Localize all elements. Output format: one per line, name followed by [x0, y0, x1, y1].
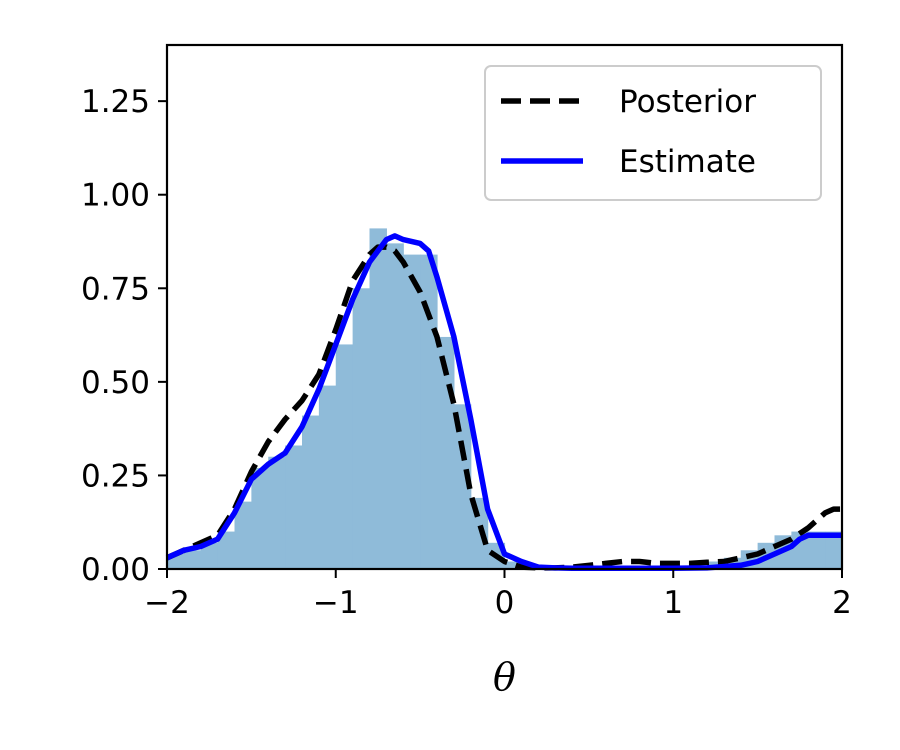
- legend-label-posterior: Posterior: [619, 84, 756, 120]
- histogram: [167, 228, 843, 569]
- histogram-bar: [403, 254, 421, 569]
- histogram-bar: [335, 344, 354, 569]
- y-tick-label: 0.75: [81, 271, 150, 307]
- x-tick-label: −2: [144, 585, 190, 621]
- x-tick-label: 0: [495, 585, 515, 621]
- histogram-bar: [302, 415, 320, 569]
- histogram-bar: [251, 467, 269, 569]
- histogram-bar: [453, 404, 472, 569]
- y-tick-label: 1.00: [81, 178, 150, 214]
- series-line-estimate: [165, 233, 842, 572]
- x-tick-label: −1: [313, 585, 359, 621]
- histogram-bar: [217, 531, 236, 569]
- histogram-bar: [825, 531, 843, 569]
- x-axis-label: θ: [493, 655, 516, 699]
- histogram-bar: [504, 561, 522, 569]
- histogram-bar: [183, 550, 202, 569]
- legend-label-estimate: Estimate: [619, 144, 756, 180]
- histogram-bar: [318, 385, 337, 569]
- y-tick-label: 1.25: [81, 84, 150, 120]
- histogram-bar: [386, 243, 404, 569]
- legend: Posterior Estimate: [484, 65, 822, 201]
- histogram-bar: [200, 542, 219, 569]
- y-tick-label: 0.00: [81, 552, 150, 588]
- histogram-bar: [369, 228, 387, 569]
- y-tick-label: 0.25: [81, 458, 150, 494]
- histogram-bar: [234, 501, 252, 569]
- series-lines: [165, 233, 842, 572]
- y-tick-label: 0.50: [81, 365, 150, 401]
- histogram-bar: [808, 531, 826, 569]
- series-line-posterior: [165, 244, 842, 571]
- histogram-bar: [285, 445, 303, 569]
- x-tick-label: 1: [663, 585, 683, 621]
- histogram-bar: [268, 456, 286, 569]
- axis-ticks: −2 −1 0 1 2 0.00 0.25 0.50 0.75 1.00 1.25: [81, 84, 852, 621]
- histogram-bar: [352, 288, 371, 569]
- x-tick-label: 2: [832, 585, 852, 621]
